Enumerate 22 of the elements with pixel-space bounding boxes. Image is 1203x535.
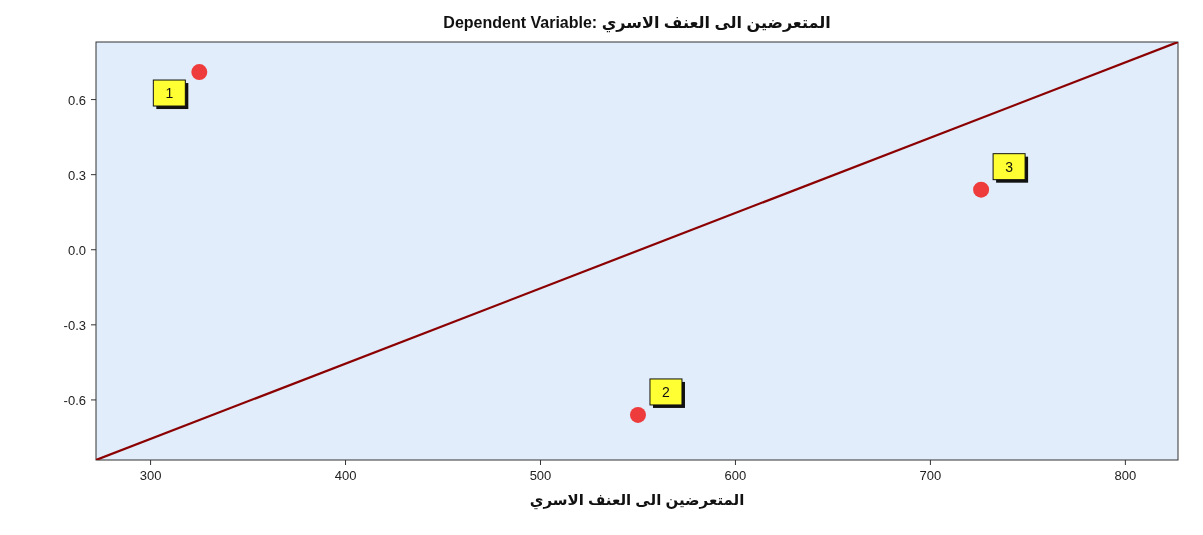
y-tick-label: 0.3: [67, 167, 86, 183]
x-axis-title: المتعرضين الى العنف الاسري: [529, 491, 745, 510]
point: [191, 64, 208, 81]
x-tick-label: 600: [724, 468, 747, 483]
x-tick-label: 500: [529, 468, 552, 483]
label-box: 2: [649, 378, 685, 408]
x-tick-label: 300: [139, 468, 162, 483]
label-box: 3: [992, 153, 1029, 183]
x-tick-label: 400: [334, 468, 357, 483]
point: [973, 181, 990, 198]
y-tick-label: -0.3: [63, 317, 86, 333]
chart-title: Dependent Variable: المتعرضين الى العنف الاسري: [443, 14, 831, 33]
annotation: 3: [1005, 158, 1014, 175]
x-tick-label: 700: [919, 468, 942, 483]
annotation: 1: [165, 85, 174, 102]
annotation: 2: [662, 383, 671, 400]
x-tick-label: 800: [1114, 468, 1137, 483]
y-tick-label: -0.6: [63, 392, 86, 408]
y-tick-label: 0.6: [67, 92, 86, 108]
point: [629, 406, 646, 423]
y-tick-label: 0.0: [67, 242, 86, 258]
label-box: 1: [152, 79, 189, 110]
